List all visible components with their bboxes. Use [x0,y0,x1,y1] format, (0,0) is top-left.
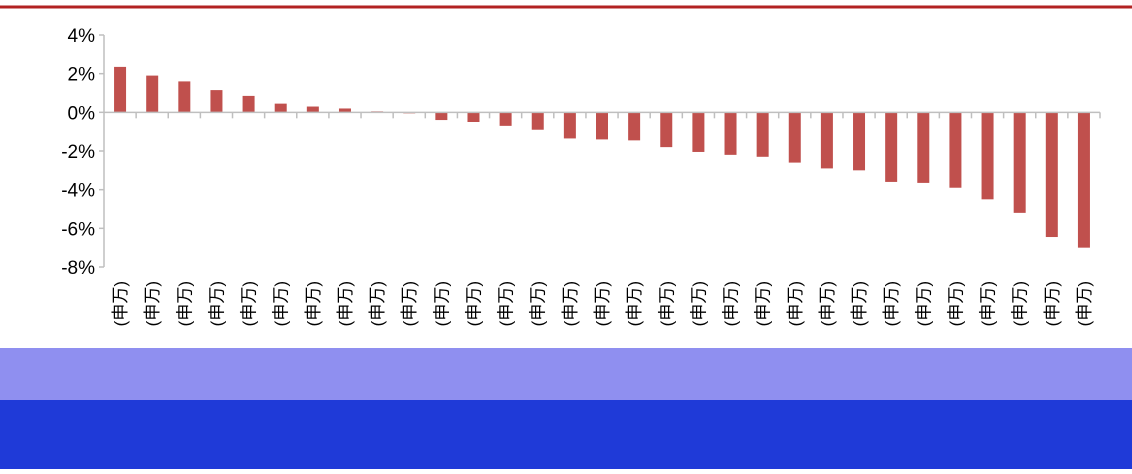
x-category-label: (申万) [561,281,580,326]
bar [467,112,480,122]
bar [178,81,191,113]
y-tick-label: -4% [61,181,95,202]
bar [756,112,769,157]
bar [338,108,351,113]
bar [1013,112,1026,213]
x-category-label: (申万) [818,281,837,326]
x-category-label: (申万) [1043,281,1062,326]
x-category-label: (申万) [1075,281,1094,326]
bar [788,112,801,163]
x-category-label: (申万) [529,281,548,326]
bar [146,75,159,113]
y-tick-label: -2% [61,142,95,163]
bar [435,112,448,121]
x-category-label: (申万) [111,281,130,326]
x-category-label: (申万) [946,281,965,326]
bar [660,112,673,148]
bar [628,112,641,141]
bar [885,112,898,182]
x-axis [104,111,1101,119]
x-category-label: (申万) [368,281,387,326]
x-category-label: (申万) [1011,281,1030,326]
y-tick-label: -6% [61,219,95,240]
x-category-label: (申万) [625,281,644,326]
x-category-label: (申万) [914,281,933,326]
x-category-label: (申万) [979,281,998,326]
bar [563,112,576,139]
bar [949,112,962,188]
x-category-label: (申万) [722,281,741,326]
category-labels: (申万) (申万) (申万) (申万) (申万) (申万) (申万) (申万) (申万) (申万)… [111,281,1094,326]
x-category-label: (申万) [754,281,773,326]
bar [210,90,223,113]
x-category-label: (申万) [207,281,226,326]
rendering-artifact-band [0,348,1132,400]
bar [917,112,930,183]
x-category-label: (申万) [497,281,516,326]
bar [499,112,512,126]
rendering-artifact-band-lower [0,400,1132,469]
x-category-label: (申万) [143,281,162,326]
y-tick-label: 4% [68,26,96,47]
bar [981,112,994,200]
bar [853,112,866,171]
x-category-label: (申万) [432,281,451,326]
x-category-label: (申万) [304,281,323,326]
y-axis: 4% 2% 0% -2% -4% -6% -8% [61,26,105,279]
bar [596,112,608,140]
bar [692,112,705,152]
x-category-label: (申万) [464,281,483,326]
bar [724,112,737,155]
x-category-label: (申万) [786,281,805,326]
x-category-label: (申万) [175,281,194,326]
x-category-label: (申万) [336,281,355,326]
bars [114,66,1090,248]
bar [274,103,287,113]
x-category-label: (申万) [272,281,291,326]
x-category-label: (申万) [400,281,419,326]
x-category-label: (申万) [657,281,676,326]
bar [820,112,833,169]
x-category-label: (申万) [850,281,869,326]
bar [1077,112,1090,248]
bar [114,66,127,113]
y-tick-label: -8% [61,258,95,279]
bar [242,95,255,113]
bar [1045,112,1058,238]
x-category-label: (申万) [593,281,612,326]
y-tick-label: 0% [68,103,96,124]
x-category-label: (申万) [240,281,259,326]
bar [531,112,544,130]
x-category-label: (申万) [689,281,708,326]
bar [306,106,319,113]
x-category-label: (申万) [882,281,901,326]
y-tick-label: 2% [68,65,96,86]
